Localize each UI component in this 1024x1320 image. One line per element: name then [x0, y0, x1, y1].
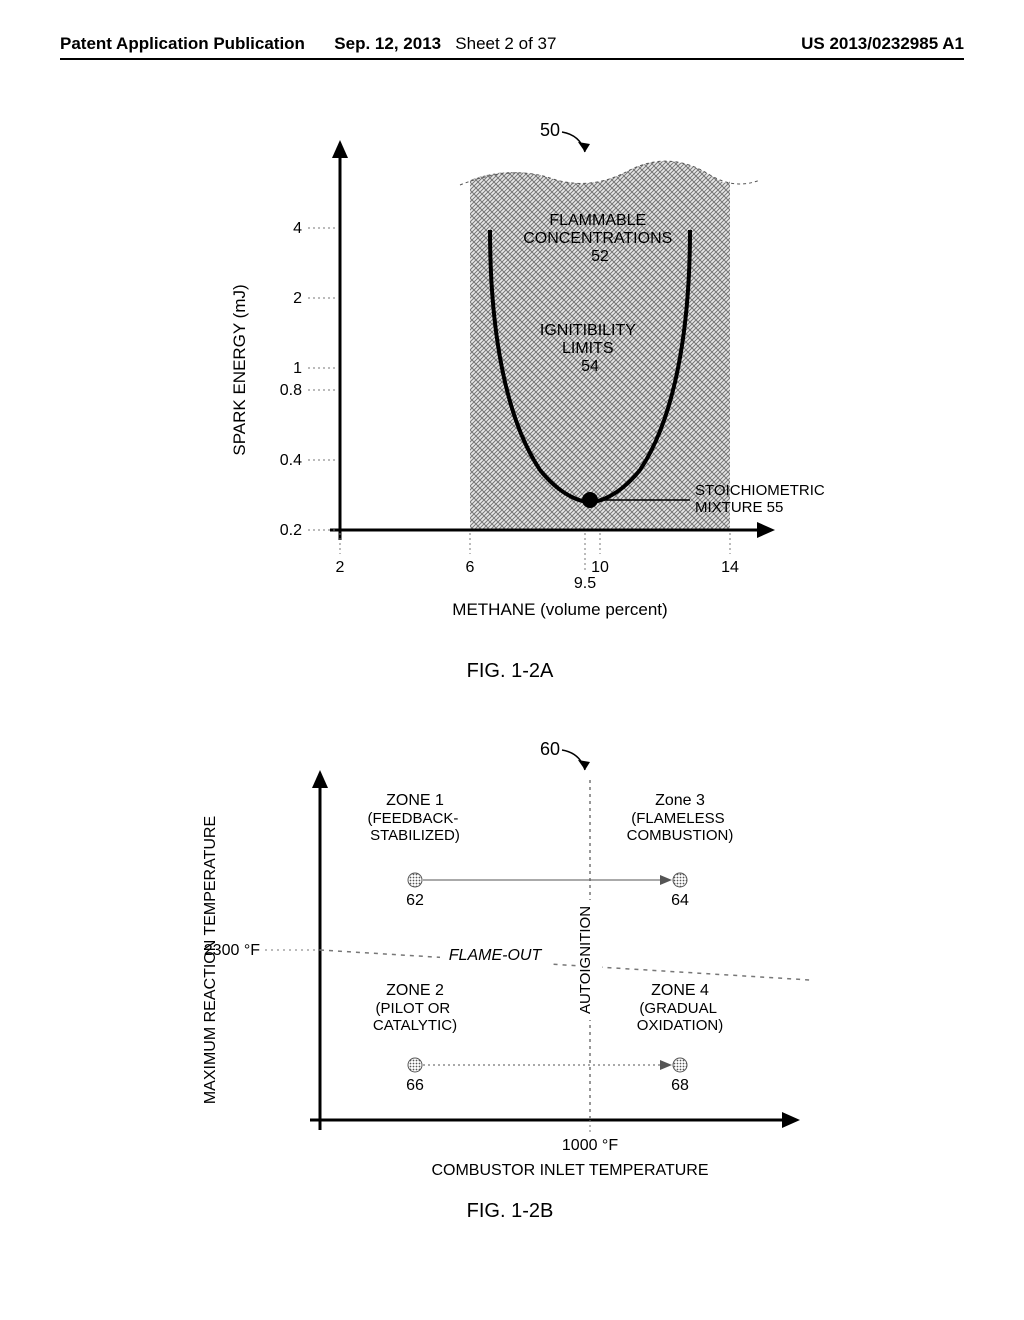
fig-a-caption: FIG. 1-2A	[190, 660, 830, 683]
y-tick-5: 4	[293, 220, 302, 237]
fig-b-ref-arrow	[578, 760, 590, 770]
y-axis-arrow	[332, 140, 348, 158]
x-tick-1: 6	[466, 559, 475, 576]
fig-b-ref: 60	[540, 739, 560, 759]
x-axis-arrow	[757, 522, 775, 538]
figure-1-2a: 0.2 0.4 0.8 1 2 4 2 6 10	[190, 110, 830, 650]
x-tick-3: 14	[721, 559, 739, 576]
header-left: Patent Application Publication	[60, 34, 305, 54]
header-sheet: Sheet 2 of 37	[455, 34, 556, 53]
zone3-num: 64	[671, 892, 689, 909]
fig-b-caption: FIG. 1-2B	[190, 1200, 830, 1223]
header-right: US 2013/0232985 A1	[801, 34, 964, 54]
y-tick-0: 0.2	[280, 522, 302, 539]
y-tick-4: 2	[293, 290, 302, 307]
page: Patent Application Publication Sep. 12, …	[0, 0, 1024, 1320]
fig-b-ref-leader	[562, 750, 585, 770]
fig-a-ref: 50	[540, 120, 560, 140]
y-tick-2: 0.8	[280, 382, 302, 399]
y-tick-1: 0.4	[280, 452, 302, 469]
zone3-sub: (FLAMELESS COMBUSTION)	[627, 810, 734, 844]
marker-62	[408, 873, 422, 887]
zone3-title: Zone 3	[655, 792, 705, 809]
x-tick-0: 2	[336, 559, 345, 576]
y-axis-label: SPARK ENERGY (mJ)	[230, 284, 249, 455]
zone1-title: ZONE 1	[386, 792, 444, 809]
y-axis-b-label: MAXIMUM REACTION TEMPERATURE	[202, 816, 219, 1104]
marker-66	[408, 1058, 422, 1072]
x-axis-b-arrow	[782, 1112, 800, 1128]
header-date: Sep. 12, 2013	[334, 34, 441, 53]
x-tick-b: 1000 °F	[562, 1137, 618, 1154]
arrow-62-64-head	[660, 875, 672, 885]
marker-68	[673, 1058, 687, 1072]
fig-b-svg: 2300 °F 1000 °F MAXIMUM REACTION TEMPERA…	[190, 720, 830, 1190]
fig-a-svg: 0.2 0.4 0.8 1 2 4 2 6 10	[190, 110, 830, 650]
fig-a-ref-arrow	[578, 142, 590, 152]
flameout-line	[320, 950, 810, 980]
header-center: Sep. 12, 2013 Sheet 2 of 37	[334, 34, 556, 54]
autoignition-label: AUTOIGNITION	[577, 906, 594, 1014]
x-tick-2: 10	[591, 559, 609, 576]
flameout-label: FLAME-OUT	[449, 947, 543, 964]
zone1-sub: (FEEDBACK- STABILIZED)	[367, 810, 462, 844]
x-tick-special: 9.5	[574, 575, 596, 592]
figure-1-2b: 2300 °F 1000 °F MAXIMUM REACTION TEMPERA…	[190, 720, 830, 1220]
x-axis-ticks: 2 6 10 9.5 14	[336, 533, 739, 592]
fig-a-ref-leader	[562, 132, 585, 152]
y-tick-3: 1	[293, 360, 302, 377]
header-rule	[60, 58, 964, 60]
stoichiometric-point	[582, 492, 598, 508]
zone1-num: 62	[406, 892, 424, 909]
marker-64	[673, 873, 687, 887]
zone4-title: ZONE 4	[651, 982, 709, 999]
y-axis-ticks: 0.2 0.4 0.8 1 2 4	[280, 220, 338, 539]
y-axis-b-arrow	[312, 770, 328, 788]
arrow-66-68-head	[660, 1060, 672, 1070]
x-axis-label: METHANE (volume percent)	[452, 600, 667, 619]
zone2-sub: (PILOT OR CATALYTIC)	[373, 1000, 457, 1034]
zone2-num: 66	[406, 1077, 424, 1094]
zone2-title: ZONE 2	[386, 982, 444, 999]
stoich-label: STOICHIOMETRIC MIXTURE 55	[695, 482, 829, 516]
x-axis-b-label: COMBUSTOR INLET TEMPERATURE	[431, 1162, 708, 1179]
zone4-num: 68	[671, 1077, 689, 1094]
zone4-sub: (GRADUAL OXIDATION)	[637, 1000, 723, 1034]
